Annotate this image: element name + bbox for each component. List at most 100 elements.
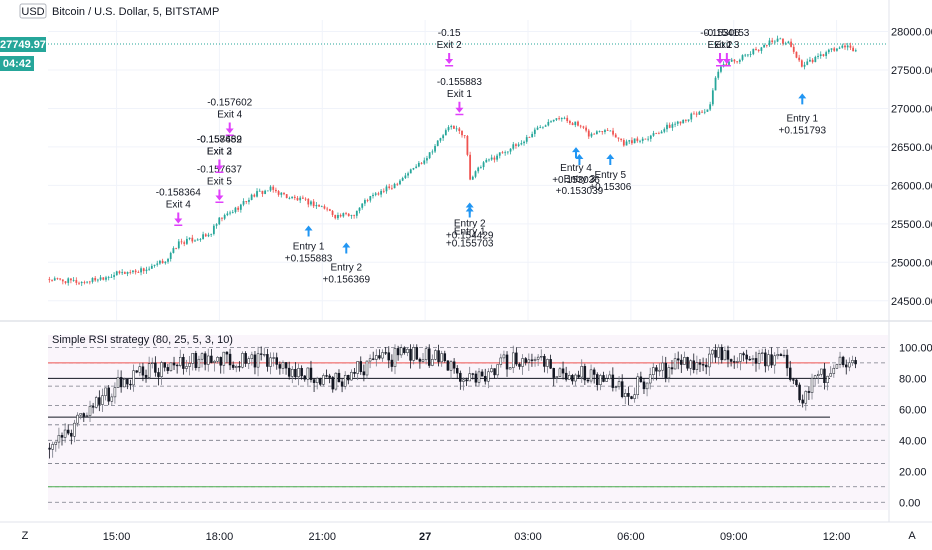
price-candle-body [266, 190, 269, 192]
rsi-bar-body [583, 366, 587, 381]
rsi-bar-body [648, 374, 652, 384]
price-candle-body [374, 193, 377, 195]
rsi-bar-body [415, 347, 419, 360]
price-candle-body [183, 242, 186, 244]
exit-label: Exit 2 [707, 40, 732, 51]
price-candle-body [307, 198, 310, 205]
rsi-bar-body [527, 359, 531, 363]
rsi-bar-body [365, 360, 369, 376]
price-candle-body [291, 196, 293, 198]
price-candle-body [107, 277, 110, 279]
price-candle-body [110, 276, 113, 278]
price-candle-body [836, 48, 838, 51]
price-candle-body [587, 130, 590, 137]
rsi-pane[interactable] [48, 335, 888, 510]
rsi-axis[interactable]: 0.00 20.00 40.00 60.00 80.00 100.00 [899, 342, 932, 509]
rsi-bar-body [182, 357, 185, 369]
rsi-bar-body [493, 368, 496, 376]
rsi-bar-body [848, 362, 851, 368]
rsi-bar-body [530, 359, 534, 361]
price-candle-body [854, 50, 857, 52]
rsi-bar-body [785, 354, 789, 369]
price-candle-body [121, 272, 124, 274]
price-candle-body [539, 127, 542, 128]
rsi-bar-body [823, 368, 826, 383]
rsi-bar-body [599, 375, 602, 385]
auto-scale-button[interactable] [905, 527, 919, 543]
rsi-bar-body [424, 348, 428, 361]
price-candle-body [498, 152, 501, 156]
price-candle-body [444, 130, 447, 136]
price-pane[interactable] [48, 20, 888, 320]
price-candle-body [622, 140, 625, 146]
price-candle-body [684, 119, 687, 121]
rsi-bar-body [636, 376, 639, 395]
rsi-bar-body [431, 359, 434, 366]
price-candle-body [693, 113, 695, 115]
price-candle-body [86, 281, 89, 283]
price-candle-body [531, 133, 534, 138]
price-candle-body [509, 148, 512, 152]
price-candle-body [706, 109, 709, 112]
price-candles [48, 35, 857, 287]
entry-value: +0.154429 [446, 230, 494, 241]
price-candle-body [420, 162, 423, 164]
price-candle-body [180, 241, 183, 243]
price-candle-body [172, 248, 175, 253]
rsi-bar-body [820, 368, 823, 375]
rsi-bar-body [51, 444, 54, 450]
price-candle-body [652, 133, 655, 136]
currency-button[interactable] [19, 3, 47, 19]
price-candle-body [547, 121, 550, 126]
exit-arrow-icon [215, 189, 224, 203]
rsi-bar-body [359, 361, 363, 372]
rsi-bar-body [259, 353, 263, 355]
exit-label: Exit 4 [217, 110, 242, 121]
price-candle-body [471, 176, 474, 180]
price-candle-body [188, 237, 191, 239]
time-axis[interactable]: 15:00 18:00 21:00 27 03:00 06:00 09:00 12:00 [103, 531, 851, 543]
price-candle-body [658, 133, 660, 135]
price-candle-body [558, 118, 561, 120]
rsi-bar-body [73, 422, 76, 437]
rsi-bar-body [207, 355, 210, 365]
zoom-button[interactable] [18, 527, 32, 543]
rsi-bar-body [409, 348, 412, 361]
exit-value: -0.158364 [156, 188, 201, 199]
price-candle-body [515, 144, 517, 146]
price-candle-body [461, 131, 463, 136]
rsi-bar-body [496, 364, 499, 376]
price-candle-body [566, 117, 569, 122]
price-axis[interactable]: 24500.00 25000.00 25500.00 26000.00 26500.00… [891, 27, 932, 308]
rsi-bar-body [119, 377, 123, 388]
price-candle-body [194, 240, 196, 242]
price-candle-body [326, 208, 329, 210]
rsi-bar-body [723, 350, 727, 361]
price-candle-body [563, 117, 566, 119]
price-candle-body [277, 191, 280, 195]
price-candle-body [310, 201, 312, 205]
rsi-bar-body [742, 353, 745, 356]
price-candle-body [749, 54, 752, 55]
rsi-bar-body [247, 358, 250, 364]
rsi-bar-body [384, 352, 387, 354]
rsi-bar-body [536, 356, 540, 360]
price-candle-body [523, 141, 525, 144]
rsi-bar-body [851, 360, 854, 364]
entry-value: +0.153036 [552, 175, 600, 186]
rsi-bar-body [667, 367, 671, 379]
price-candle-body [61, 279, 64, 282]
rsi-bar-body [487, 371, 490, 382]
rsi-bar-body [244, 353, 247, 364]
price-candle-body [159, 260, 161, 264]
rsi-bar-body [792, 379, 795, 381]
entry-value: +0.153039 [556, 186, 604, 197]
price-candle-body [536, 127, 539, 130]
exit-value: -0.157602 [207, 98, 252, 109]
price-candle-body [701, 111, 703, 113]
rsi-bar-body [347, 374, 350, 381]
rsi-bar-body [434, 350, 437, 360]
exit-value: -0.154153 [704, 28, 749, 39]
rsi-bar-body [278, 364, 282, 369]
